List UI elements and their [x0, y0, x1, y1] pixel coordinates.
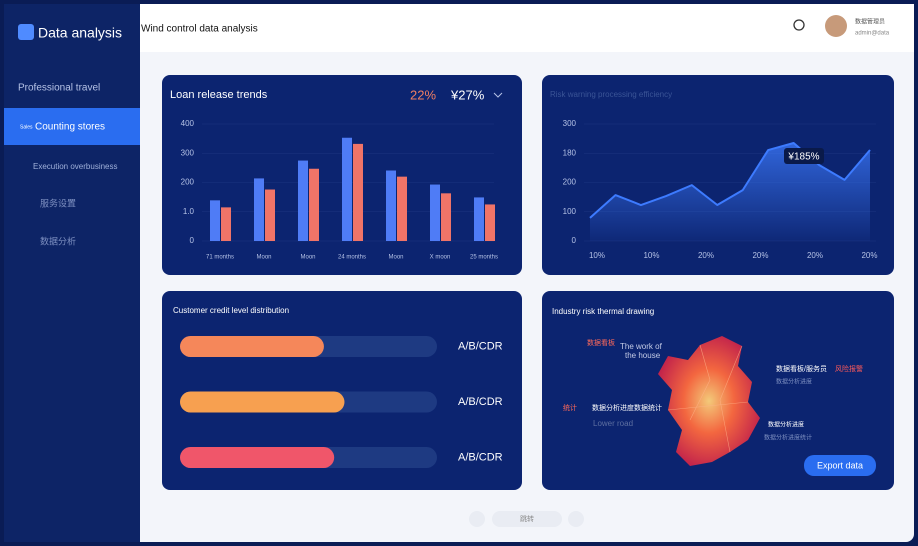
category-label: A/B/CDR: [458, 451, 503, 463]
annotation: ¥185%: [787, 152, 819, 163]
x-tick-label: Moon: [388, 255, 403, 261]
pager-next[interactable]: [568, 511, 584, 527]
bar: [430, 184, 440, 241]
x-tick-label: 25 months: [470, 255, 498, 261]
nav-item[interactable]: 数据分析: [40, 235, 76, 246]
x-tick-label: 71 months: [206, 255, 234, 261]
annotation-bg: [784, 148, 824, 164]
brand-icon: [18, 24, 34, 40]
bar: [441, 193, 451, 241]
category-label: A/B/CDR: [458, 340, 503, 352]
map-label: 数据看板/服务员: [776, 364, 827, 373]
map-label: 统计: [563, 403, 577, 412]
nav-active: [4, 108, 140, 145]
map-label: 数据分析进度: [768, 421, 804, 429]
bar: [254, 178, 264, 241]
sidebar: [4, 4, 140, 542]
category-label: A/B/CDR: [458, 396, 503, 408]
map-label: Lower road: [593, 419, 633, 428]
y-tick-label: 0: [572, 236, 577, 245]
bar: [342, 137, 352, 241]
progress-bar: [180, 391, 345, 413]
card-title: Risk warning processing efficiency: [550, 90, 672, 99]
bar: [485, 204, 495, 241]
pager-prev[interactable]: [469, 511, 485, 527]
nav-badge: Sales: [20, 124, 33, 130]
stat: ¥27%: [450, 87, 485, 102]
y-tick-label: 300: [181, 148, 195, 157]
header-title: Wind control data analysis: [141, 24, 258, 35]
nav-item[interactable]: 服务设置: [40, 197, 76, 208]
export-button[interactable]: [804, 455, 876, 476]
pager-label[interactable]: 跳转: [520, 514, 534, 523]
x-tick-label: 20%: [698, 251, 714, 260]
x-tick-label: 20%: [807, 251, 823, 260]
area: [590, 143, 870, 241]
card-title: Industry risk thermal drawing: [552, 307, 654, 316]
nav-item[interactable]: Counting stores: [35, 122, 105, 133]
map-label: 风险报警: [835, 364, 863, 373]
user-name: 数据管理员: [855, 18, 885, 26]
nav-item[interactable]: Execution overbusiness: [33, 162, 118, 171]
x-tick-label: 20%: [752, 251, 768, 260]
map-label: 数据分析进度统计: [764, 434, 812, 442]
brand: Data analysis: [38, 25, 122, 41]
x-tick-label: Moon: [256, 255, 271, 261]
bar: [221, 207, 231, 241]
header: [140, 4, 914, 52]
search-icon[interactable]: [793, 19, 805, 31]
x-tick-label: 24 months: [338, 255, 366, 261]
progress-bar: [180, 336, 324, 357]
y-tick-label: 200: [181, 178, 195, 187]
y-tick-label: 100: [563, 207, 577, 216]
y-tick-label: 200: [563, 178, 577, 187]
nav-item[interactable]: Professional travel: [18, 83, 100, 94]
card: [542, 75, 894, 275]
map-label: 数据分析进度数据统计: [592, 403, 662, 412]
bar: [309, 168, 319, 241]
x-tick-label: 20%: [861, 251, 877, 260]
pager[interactable]: [492, 511, 562, 527]
y-tick-label: 400: [181, 119, 195, 128]
map-label: The work of: [620, 342, 663, 351]
dropdown-icon[interactable]: [493, 92, 503, 98]
bar: [386, 170, 396, 241]
stat: 22%: [410, 87, 436, 102]
bar: [474, 197, 484, 241]
progress-bar: [180, 447, 335, 468]
avatar[interactable]: [825, 15, 847, 37]
bar: [265, 189, 275, 241]
y-tick-label: 180: [563, 148, 577, 157]
export-label[interactable]: Export data: [817, 460, 863, 470]
x-tick-label: Moon: [300, 255, 315, 261]
bar: [353, 143, 363, 241]
line: [589, 142, 871, 219]
heat-map-borders: [667, 344, 749, 453]
x-tick-label: 10%: [643, 251, 659, 260]
map-label: 数据看板: [587, 338, 615, 347]
bar: [298, 160, 308, 241]
heat-map: [658, 336, 760, 466]
y-tick-label: 300: [563, 119, 577, 128]
bar: [397, 176, 407, 241]
y-tick-label: 1.0: [183, 207, 195, 216]
map-label: the house: [625, 351, 661, 360]
map-label: 数据分析进度: [776, 378, 812, 386]
y-tick-label: 0: [190, 236, 195, 245]
x-tick-label: 10%: [589, 251, 605, 260]
card-title: Loan release trends: [170, 89, 268, 101]
x-tick-label: X moon: [430, 255, 451, 261]
bar: [210, 200, 220, 241]
card-title: Customer credit level distribution: [173, 306, 289, 315]
user-role: admin@data: [855, 31, 890, 37]
